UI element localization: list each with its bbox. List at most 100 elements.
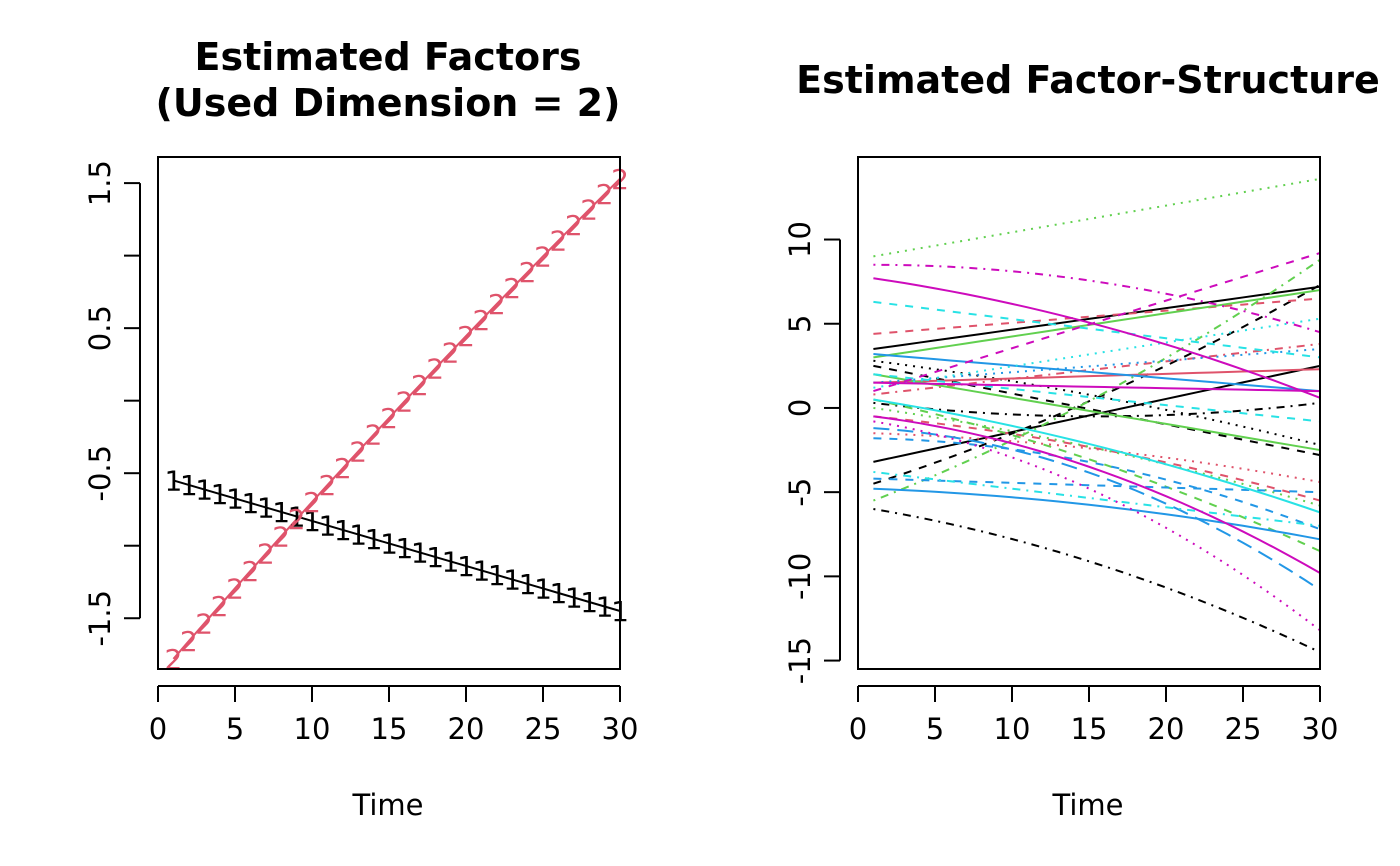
structure-line-25: [873, 300, 1321, 359]
structure-line-24: [873, 437, 1321, 531]
factor-2-symbol: 2: [164, 643, 182, 676]
factor-1-symbol: 1: [303, 505, 321, 538]
structure-line-14: [873, 258, 1321, 502]
factor-1-symbol: 1: [596, 590, 614, 623]
factors-y-axis: -1.5 -0.5 0.5 1.5: [83, 160, 141, 647]
factor-2-symbol: 2: [334, 452, 352, 485]
structure-line-19: [873, 353, 1321, 393]
factor-2-symbol: 2: [395, 385, 413, 418]
structure-line-34: [873, 420, 1321, 632]
structure-line-32: [873, 252, 1321, 393]
factor-2-symbol: 2: [580, 194, 598, 227]
factors-x-axis-title: Time: [352, 788, 424, 822]
factor-1-symbol: 1: [534, 572, 552, 605]
factor-1-symbol: 1: [580, 586, 598, 619]
y-tick-label: 5: [783, 315, 817, 333]
structure-line-28: [873, 317, 1321, 389]
factor-2-symbol: 2: [288, 503, 306, 536]
factor-1-symbol: 1: [472, 554, 490, 587]
factor-2-symbol: 2: [257, 538, 275, 571]
factors-symbol-group: 1111111111111111111111111111112222222222…: [164, 163, 628, 676]
factor-2-symbol: 2: [549, 225, 567, 258]
factor-2-symbol: 2: [318, 469, 336, 502]
structure-line-15: [873, 177, 1321, 258]
y-tick-label: 10: [783, 221, 817, 258]
factor-2-symbol: 2: [488, 288, 506, 321]
factor-2-symbol: 2: [241, 555, 259, 588]
structure-line-31: [873, 263, 1321, 334]
factor-1-symbol: 1: [426, 541, 444, 574]
x-tick-label: 15: [1071, 712, 1108, 746]
factor-1-symbol: 1: [241, 487, 259, 520]
x-tick-label: 25: [525, 712, 562, 746]
factor-1-symbol: 1: [503, 563, 521, 596]
factor-1-symbol: 1: [565, 581, 583, 614]
y-tick-label: -1.5: [83, 590, 117, 647]
x-tick-label: 30: [602, 712, 639, 746]
factors-x-axis: 0 5 10 15 20 25 30: [149, 685, 639, 746]
x-tick-label: 5: [926, 712, 944, 746]
factor-1-symbol: 1: [334, 514, 352, 547]
factor-1-symbol: 1: [549, 577, 567, 610]
x-tick-label: 10: [294, 712, 331, 746]
factor-2-symbol: 2: [226, 572, 244, 605]
factor-2-line: [172, 178, 621, 660]
factor-1-symbol: 1: [488, 559, 506, 592]
structure-line-20: [873, 477, 1321, 494]
factor-1-symbol: 1: [442, 545, 460, 578]
factor-1-symbol: 1: [380, 527, 398, 560]
structure-line-26: [873, 398, 1321, 514]
structure-line-22: [873, 487, 1321, 541]
factor-1-symbol: 1: [395, 532, 413, 565]
x-tick-label: 10: [994, 712, 1031, 746]
factor-2-symbol: 2: [365, 419, 383, 452]
x-tick-label: 20: [448, 712, 485, 746]
factors-title-line-2: (Used Dimension = 2): [156, 81, 621, 125]
factors-title-line-1: Estimated Factors: [195, 35, 582, 79]
x-tick-label: 0: [849, 712, 867, 746]
structure-line-29: [873, 373, 1321, 423]
structure-line-11: [873, 415, 1321, 502]
y-tick-label: 0: [783, 399, 817, 417]
factor-1-symbol: 1: [519, 568, 537, 601]
factor-2-symbol: 2: [211, 590, 229, 623]
structure-line-2: [873, 284, 1321, 485]
factor-1-line: [173, 479, 621, 612]
structure-series-group: [873, 177, 1321, 654]
structure-line-1: [873, 285, 1321, 350]
factor-1-symbol: 1: [349, 518, 367, 551]
factor-2-symbol: 2: [195, 607, 213, 640]
structure-line-17: [873, 373, 1321, 452]
factor-2-symbol: 2: [272, 520, 290, 553]
factors-plot-frame: [157, 156, 621, 670]
structure-line-8: [873, 297, 1321, 335]
structure-line-35: [873, 381, 1321, 393]
factor-2-symbol: 2: [519, 256, 537, 289]
panel-factor-structure: Estimated Factor-Structure 0 5 10 15 20 25 30 …: [783, 58, 1380, 822]
x-tick-label: 15: [371, 712, 408, 746]
y-tick-label: -0.5: [83, 445, 117, 502]
factor-1-symbol: 1: [288, 500, 306, 533]
y-tick-label: 0.5: [83, 305, 117, 351]
factor-2-symbol: 2: [426, 353, 444, 386]
factors-series-group: [172, 178, 621, 660]
structure-line-21: [873, 427, 1321, 591]
factor-2-symbol: 2: [565, 209, 583, 242]
factor-1-symbol: 1: [195, 473, 213, 506]
factor-1-symbol: 1: [272, 496, 290, 529]
structure-line-6: [873, 364, 1321, 457]
structure-line-16: [873, 398, 1321, 553]
factor-1-symbol: 1: [318, 509, 336, 542]
factor-1-symbol: 1: [180, 469, 198, 502]
factor-1-symbol: 1: [257, 491, 275, 524]
factor-2-symbol: 2: [596, 178, 614, 211]
factor-1-symbol: 1: [226, 482, 244, 515]
factor-1-symbol: 1: [457, 550, 475, 583]
factor-1-symbol: 1: [365, 523, 383, 556]
factor-2-symbol: 2: [442, 336, 460, 369]
structure-line-7: [873, 401, 1321, 418]
factor-1-symbol: 1: [211, 478, 229, 511]
structure-line-30: [873, 277, 1321, 399]
factor-2-symbol: 2: [349, 435, 367, 468]
x-tick-label: 0: [149, 712, 167, 746]
